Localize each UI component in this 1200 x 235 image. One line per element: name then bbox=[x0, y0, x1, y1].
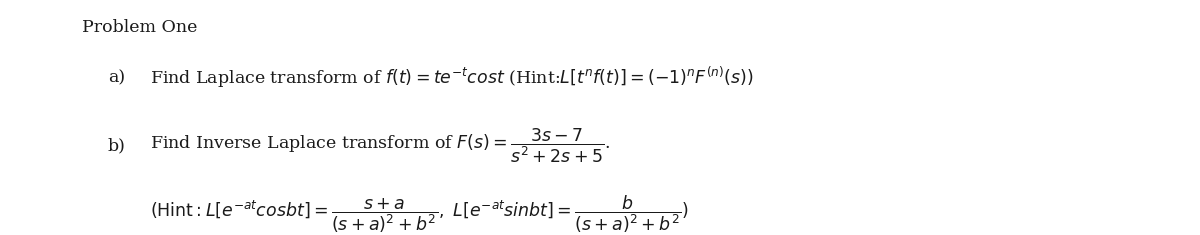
Text: a): a) bbox=[108, 69, 125, 86]
Text: b): b) bbox=[108, 137, 126, 154]
Text: Find Inverse Laplace transform of $F(s) = \dfrac{3s-7}{s^2+2s+5}$.: Find Inverse Laplace transform of $F(s) … bbox=[150, 126, 611, 165]
Text: Find Laplace transform of $f(t) = te^{-t}cost$ (Hint:$L[t^{n}f(t)] = (-1)^{n}F^{: Find Laplace transform of $f(t) = te^{-t… bbox=[150, 65, 754, 90]
Text: Problem One: Problem One bbox=[82, 19, 197, 36]
Text: $(\mathrm{Hint:}L[e^{-at}cosbt] = \dfrac{s+a}{(s+a)^2+b^2},\ L[e^{-at}sinbt] = \: $(\mathrm{Hint:}L[e^{-at}cosbt] = \dfrac… bbox=[150, 193, 689, 235]
